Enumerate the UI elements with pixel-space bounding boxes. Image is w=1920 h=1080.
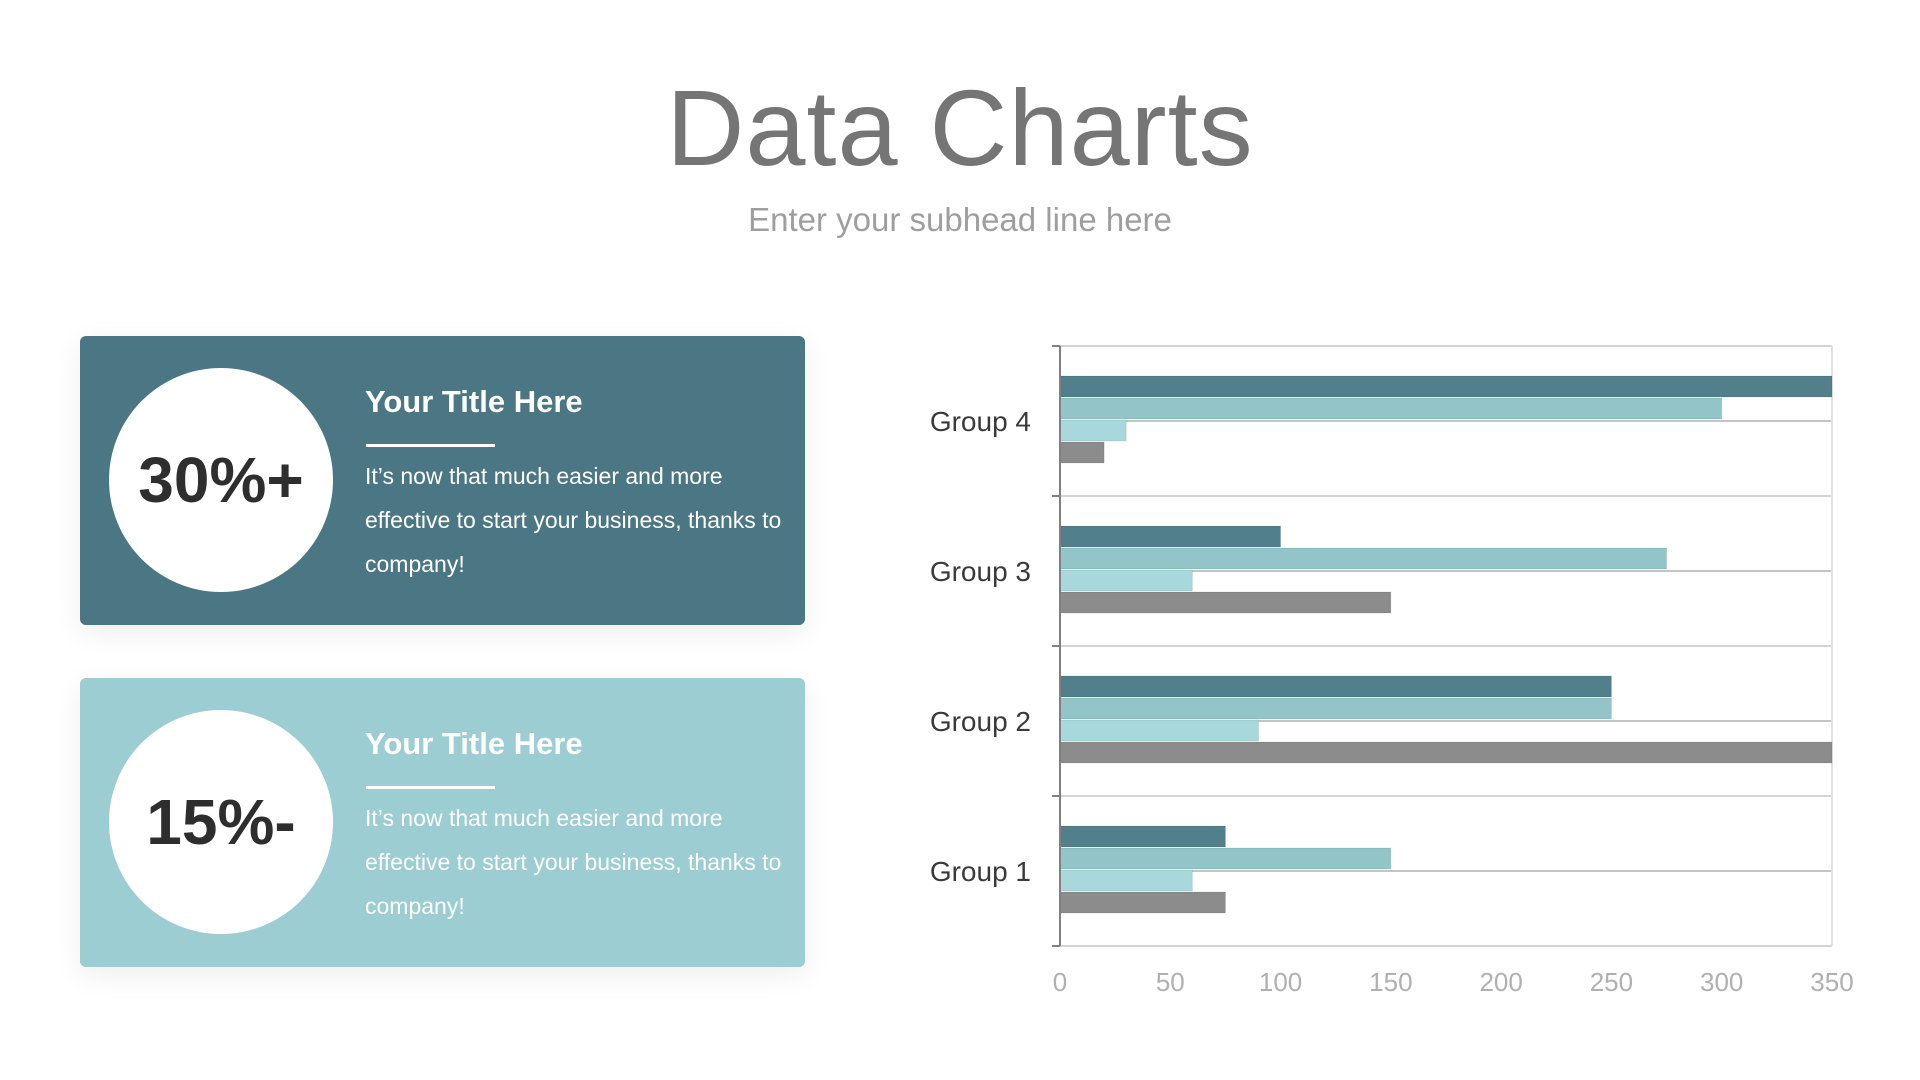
bar [1059,869,1193,892]
bar [1059,569,1193,592]
bar [1059,547,1668,570]
stat-value: 15%- [146,786,296,858]
card-title: Your Title Here [365,384,583,419]
bar [1059,375,1833,398]
x-tick-label: 100 [1259,967,1302,997]
x-tick-label: 200 [1479,967,1522,997]
bar [1059,419,1127,442]
stat-value: 30%+ [138,444,304,516]
stat-circle: 15%- [109,710,333,934]
x-tick-label: 0 [1053,967,1067,997]
bar [1059,591,1392,614]
category-label: Group 3 [930,556,1031,587]
category-label: Group 1 [930,856,1031,887]
page-title: Data Charts [666,67,1254,188]
bar [1059,441,1105,464]
bar [1059,719,1260,742]
card-title: Your Title Here [365,726,583,761]
x-tick-label: 50 [1156,967,1185,997]
title-divider [366,444,495,447]
x-tick-label: 300 [1700,967,1743,997]
x-tick-label: 150 [1369,967,1412,997]
page-subtitle: Enter your subhead line here [748,201,1172,238]
header: Data Charts Enter your subhead line here [0,66,1920,240]
title-divider [366,786,495,789]
card-description: It’s now that much easier and more effec… [365,463,782,577]
stat-circle: 30%+ [109,368,333,592]
x-tick-label: 250 [1590,967,1633,997]
stat-card-2: 15%- Your Title Here It’s now that much … [80,678,805,967]
bar [1059,525,1282,548]
card-description: It’s now that much easier and more effec… [365,805,782,919]
stat-card-1: 30%+ Your Title Here It’s now that much … [80,336,805,625]
bar [1059,397,1723,420]
x-tick-label: 350 [1810,967,1853,997]
category-label: Group 2 [930,706,1031,737]
bar [1059,891,1226,914]
bar [1059,847,1392,870]
bar [1059,741,1833,764]
bar [1059,697,1612,720]
bar [1059,675,1612,698]
bar [1059,825,1226,848]
category-label: Group 4 [930,406,1031,437]
